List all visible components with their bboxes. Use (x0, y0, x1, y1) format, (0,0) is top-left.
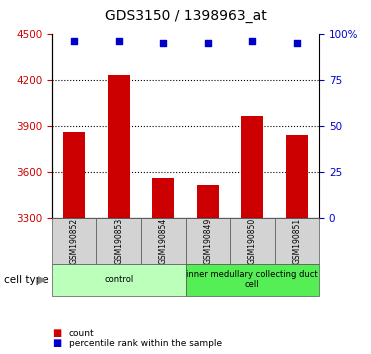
Text: GDS3150 / 1398963_at: GDS3150 / 1398963_at (105, 9, 266, 23)
Point (116, 38, 122, 44)
Bar (230, 218, 275, 264)
Bar (141, 218, 186, 264)
Text: control: control (104, 275, 133, 284)
Bar (52, 264, 186, 296)
Bar (96, 218, 141, 264)
Point (160, 40, 166, 46)
Bar (152, 178, 174, 218)
Text: GSM190851: GSM190851 (292, 218, 301, 264)
Text: GSM190852: GSM190852 (70, 218, 79, 264)
Text: GSM190849: GSM190849 (203, 218, 212, 264)
Text: GSM190850: GSM190850 (248, 218, 257, 264)
Text: ▶: ▶ (39, 275, 47, 285)
Point (249, 38, 255, 44)
Bar (186, 218, 230, 264)
Bar (63, 132, 85, 218)
Text: ■: ■ (52, 338, 61, 348)
Point (294, 40, 300, 46)
Bar (241, 116, 263, 218)
Bar (108, 75, 130, 218)
Bar (275, 218, 319, 264)
Point (205, 40, 211, 46)
Text: GSM190853: GSM190853 (114, 218, 123, 264)
Text: percentile rank within the sample: percentile rank within the sample (69, 339, 222, 348)
Text: GSM190854: GSM190854 (159, 218, 168, 264)
Text: count: count (69, 329, 94, 338)
Text: cell type: cell type (4, 275, 48, 285)
Bar (52, 218, 96, 264)
Bar (186, 264, 319, 296)
Bar (197, 185, 219, 218)
Text: ■: ■ (52, 329, 61, 338)
Point (71, 38, 77, 44)
Text: inner medullary collecting duct
cell: inner medullary collecting duct cell (187, 270, 318, 289)
Bar (286, 135, 308, 218)
